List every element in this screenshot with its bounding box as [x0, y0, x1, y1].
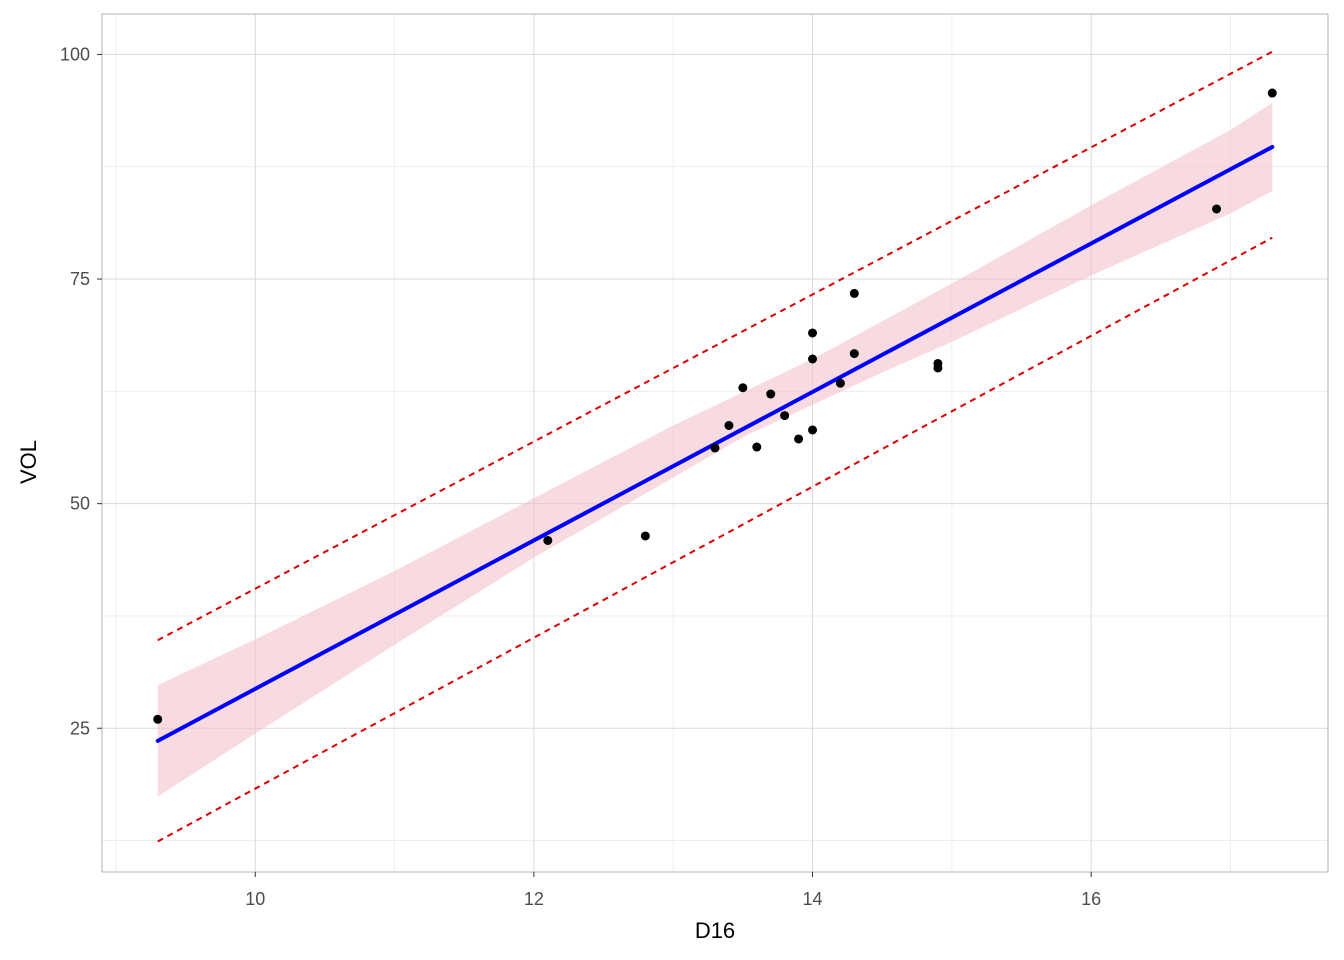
data-point — [752, 442, 762, 452]
axes-layer: 10 12 14 16 25 50 75 100 — [60, 13, 1329, 909]
data-point — [738, 383, 748, 393]
data-point — [710, 443, 720, 453]
x-tick-label: 12 — [524, 889, 544, 909]
data-point — [153, 714, 163, 724]
data-points-layer — [153, 88, 1277, 724]
data-point — [808, 425, 818, 435]
x-tick-label: 14 — [803, 889, 823, 909]
data-point — [1267, 88, 1277, 98]
grid-lines — [102, 14, 1328, 872]
data-point — [808, 328, 818, 338]
data-point — [724, 420, 734, 430]
data-point — [849, 349, 859, 359]
data-point — [780, 411, 790, 421]
data-point — [933, 358, 943, 368]
x-tick-label: 16 — [1081, 889, 1101, 909]
data-point — [1212, 204, 1222, 214]
data-point — [835, 378, 845, 388]
data-point — [849, 288, 859, 298]
x-axis-title: D16 — [695, 918, 735, 943]
y-tick-label: 25 — [70, 718, 90, 738]
prediction-upper-line — [157, 50, 1273, 642]
data-point — [640, 531, 650, 541]
prediction-interval-layer — [157, 50, 1273, 843]
data-point — [808, 354, 818, 364]
x-tick-label: 10 — [245, 889, 265, 909]
data-point — [766, 389, 776, 399]
data-point — [794, 434, 804, 444]
y-axis-title: VOL — [16, 440, 41, 484]
y-tick-label: 50 — [70, 494, 90, 514]
prediction-lower-line — [157, 236, 1273, 843]
data-point — [543, 535, 553, 545]
y-tick-label: 100 — [60, 44, 90, 64]
y-tick-label: 75 — [70, 269, 90, 289]
